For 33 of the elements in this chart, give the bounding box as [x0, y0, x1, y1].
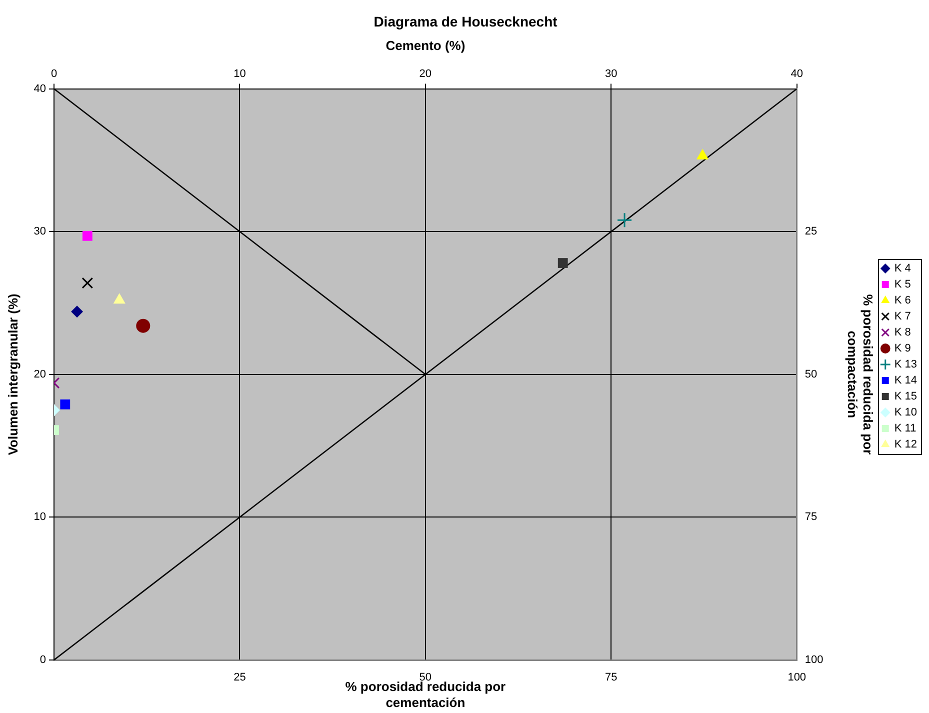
y2-axis-title: % porosidad reducida por compactación: [844, 294, 876, 455]
x-tick-label: 25: [234, 672, 246, 684]
y-tick-label: 30: [34, 226, 46, 238]
legend-label: K 8: [894, 326, 911, 339]
legend-label: K 5: [894, 278, 911, 291]
y-tick-label: 20: [34, 368, 46, 380]
legend-label: K 13: [894, 358, 918, 371]
chart-title: Diagrama de Housecknecht: [374, 13, 558, 30]
x2-tick-label: 10: [234, 68, 246, 80]
y-tick-label: 10: [34, 511, 46, 524]
legend-label: K 14: [894, 374, 918, 387]
legend-label: K 9: [894, 342, 911, 355]
x2-tick-label: 40: [790, 68, 803, 80]
legend-label: K 15: [894, 390, 918, 403]
x2-tick-label: 0: [50, 68, 58, 80]
legend-label: K 4: [894, 262, 911, 275]
legend-label: K 11: [894, 422, 916, 435]
y2-tick-label: 25: [804, 226, 818, 238]
x2-tick-label: 20: [419, 68, 432, 80]
x-tick-label: 75: [605, 672, 618, 684]
legend-label: K 6: [894, 294, 911, 307]
y2-tick-label: 100: [804, 654, 824, 666]
y-tick-label: 0: [40, 654, 46, 666]
legend-label: K 7: [894, 310, 911, 323]
y-tick-label: 40: [34, 82, 46, 95]
y2-tick-label: 50: [804, 368, 818, 380]
legend-label: K 10: [894, 406, 918, 419]
x2-tick-label: 30: [605, 68, 618, 80]
y2-tick-label: 75: [804, 511, 818, 524]
x2-axis-title: Cemento (%): [386, 38, 466, 54]
y-axis-title: Volumen intergranular (%): [5, 294, 20, 456]
legend-label: K 12: [894, 438, 918, 451]
x-tick-label: 100: [788, 672, 806, 684]
